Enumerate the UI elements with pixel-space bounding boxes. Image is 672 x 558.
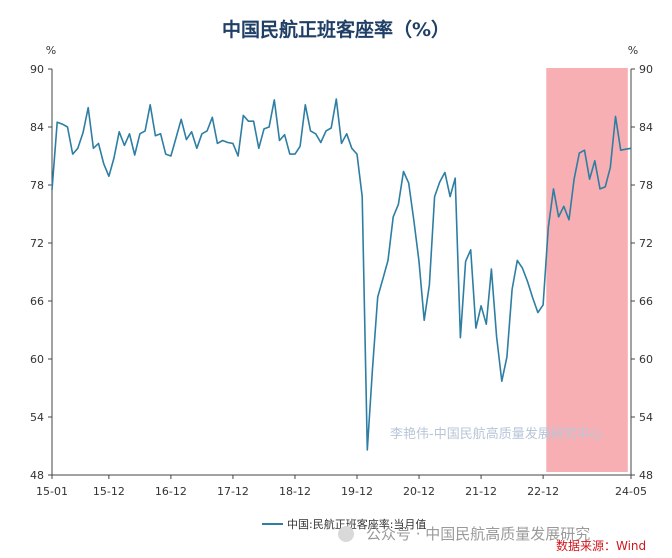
watermark-text: 李艳伟-中国民航高质量发展研究中心 <box>390 426 603 442</box>
y-tick-label-left: 72 <box>30 237 44 250</box>
legend-label: 中国:民航正班客座率:当月值 <box>287 517 426 531</box>
x-tick-label: 21-12 <box>465 485 497 498</box>
y-tick-label-left: 48 <box>30 469 44 482</box>
highlight-region <box>546 68 628 472</box>
series-layer <box>51 98 632 451</box>
x-tick-label: 16-12 <box>155 485 187 498</box>
x-tick-layer: 15-01 15-12 16-12 17-12 18-12 19-12 20-12 21-12… <box>36 475 647 498</box>
left-axis-unit: % <box>46 44 56 57</box>
y-tick-label-right: 60 <box>639 353 653 366</box>
data-source-text: 数据来源：Wind <box>556 538 646 553</box>
y-tick-label-left: 78 <box>30 179 44 192</box>
x-tick-label: 18-12 <box>279 485 311 498</box>
footer: 公众号 · 中国民航高质量发展研究 数据来源：Wind <box>338 525 646 553</box>
y-tick-label-right: 84 <box>639 121 653 134</box>
x-tick-label: 19-12 <box>341 485 373 498</box>
y-tick-layer: 48 48 54 54 60 60 66 66 72 72 78 78 84 84 90 90 <box>30 63 653 482</box>
x-tick-label: 15-12 <box>93 485 125 498</box>
legend: 中国:民航正班客座率:当月值 <box>262 517 426 531</box>
footer-account-text: 公众号 · 中国民航高质量发展研究 <box>366 525 590 543</box>
x-tick-label: 17-12 <box>217 485 249 498</box>
x-tick-label: 24-05 <box>615 485 647 498</box>
chart-title: 中国民航正班客座率（%） <box>222 18 450 41</box>
y-tick-label-right: 78 <box>639 179 653 192</box>
y-tick-label-left: 84 <box>30 121 44 134</box>
y-tick-label-right: 90 <box>639 63 653 76</box>
x-tick-label: 15-01 <box>36 485 68 498</box>
series-line <box>51 98 632 451</box>
y-tick-label-left: 54 <box>30 411 44 424</box>
y-tick-label-right: 48 <box>639 469 653 482</box>
wechat-icon <box>338 526 354 542</box>
y-tick-label-right: 66 <box>639 295 653 308</box>
y-tick-label-right: 54 <box>639 411 653 424</box>
highlight-region-layer <box>546 68 628 472</box>
y-tick-label-left: 60 <box>30 353 44 366</box>
y-tick-label-left: 66 <box>30 295 44 308</box>
x-tick-label: 20-12 <box>403 485 435 498</box>
right-axis-unit: % <box>628 44 638 57</box>
y-tick-label-left: 90 <box>30 63 44 76</box>
y-tick-label-right: 72 <box>639 237 653 250</box>
x-tick-label: 22-12 <box>527 485 559 498</box>
